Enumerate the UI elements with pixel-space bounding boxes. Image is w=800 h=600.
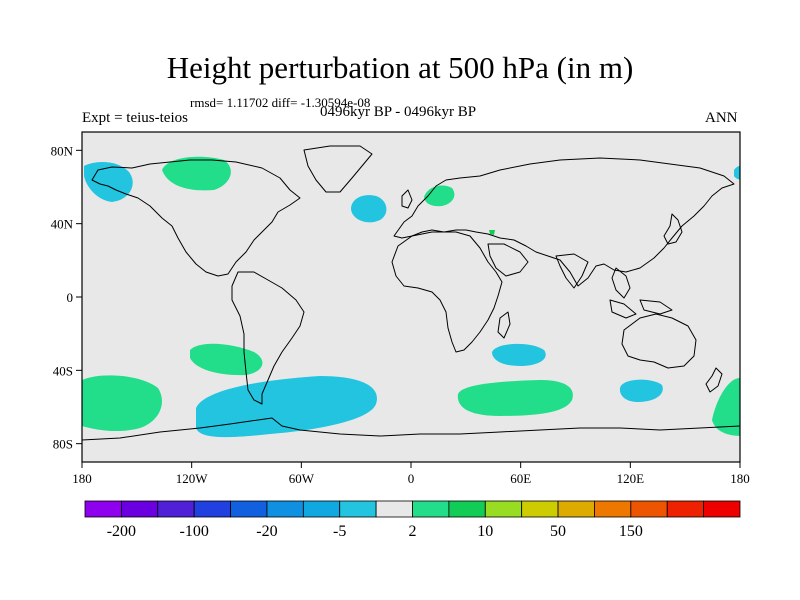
- colorbar-swatch: [484, 500, 523, 518]
- coastline-southeast-asia: [609, 267, 673, 319]
- lat-tick-label: 80S: [53, 437, 73, 452]
- coastline-japan: [663, 213, 683, 245]
- rmsd-diff-stats: rmsd= 1.11702 diff= -1.30594e-08: [190, 95, 371, 110]
- coastline-british-isles: [401, 189, 413, 209]
- colorbar-swatch: [302, 500, 341, 518]
- anomaly-region: [424, 185, 455, 207]
- lon-tick-label: 120E: [617, 471, 645, 486]
- anomaly-region: [196, 376, 377, 438]
- coastline-arabia: [487, 243, 529, 277]
- lon-tick-label: 180: [72, 471, 92, 486]
- coastline-greenland: [303, 145, 373, 193]
- colorbar-swatch: [266, 500, 304, 518]
- coastline-eurasia: [393, 157, 735, 287]
- experiment-label: Expt = teius-teios: [82, 110, 188, 126]
- colorbar-swatch: [703, 500, 741, 518]
- anomaly-region: [712, 378, 740, 436]
- anomaly-region: [492, 343, 546, 366]
- colorbar-swatch: [339, 500, 377, 518]
- colorbar-label: 10: [477, 523, 493, 540]
- coastline-australia: [621, 313, 697, 369]
- anomaly-region: [82, 375, 162, 432]
- season-label: ANN: [705, 110, 738, 126]
- period-label: 0496kyr BP - 0496kyr BP: [320, 104, 477, 120]
- anomaly-region: [457, 380, 573, 416]
- anomaly-region: [734, 165, 740, 180]
- colorbar-swatch: [448, 500, 486, 518]
- colorbar-label: 150: [619, 523, 643, 540]
- coastline-antarctica: [82, 417, 740, 441]
- coastline-north-america: [91, 159, 301, 277]
- colorbar-label: 50: [550, 523, 566, 540]
- coastline-south-america: [231, 271, 305, 405]
- lat-tick-label: 0: [67, 290, 74, 305]
- map-title: Height perturbation at 500 hPa (in m): [166, 50, 634, 85]
- colorbar-label: -5: [333, 523, 346, 540]
- lat-tick-label: 40N: [51, 217, 74, 232]
- colorbar-swatch: [375, 500, 413, 518]
- colorbar-swatch: [84, 500, 122, 518]
- latitude-axis: 80N 40N 0 40S 80S: [51, 143, 82, 452]
- anomaly-region: [489, 230, 495, 235]
- longitude-axis: 180 120W 60W 0 60E 120E 180: [72, 462, 750, 486]
- coastline-madagascar: [497, 311, 511, 339]
- lat-tick-label: 40S: [53, 363, 73, 378]
- lat-tick-label: 80N: [51, 143, 74, 158]
- colorbar-swatch: [521, 500, 559, 518]
- lon-tick-label: 0: [408, 471, 415, 486]
- colorbar-label: -100: [180, 523, 209, 540]
- colorbar-swatch: [594, 500, 632, 518]
- colorbar-swatch: [412, 500, 450, 518]
- lon-tick-label: 120W: [176, 471, 209, 486]
- coastline-india: [555, 253, 589, 289]
- colorbar-swatch: [630, 500, 668, 518]
- lon-tick-label: 60W: [289, 471, 315, 486]
- colorbar-swatch: [666, 500, 705, 518]
- coastline-new-zealand: [705, 367, 723, 393]
- coastlines: [82, 145, 740, 441]
- lon-tick-label: 60E: [510, 471, 531, 486]
- colorbar: -200 -100 -20 -5 2 10 50 150: [84, 500, 741, 540]
- colorbar-swatch: [193, 500, 231, 518]
- anomaly-contours: [82, 156, 740, 438]
- coastline-africa: [391, 231, 503, 353]
- colorbar-swatch: [120, 500, 159, 518]
- anomaly-region: [619, 379, 663, 402]
- lon-tick-label: 180: [730, 471, 750, 486]
- colorbar-label: -20: [256, 523, 277, 540]
- colorbar-label: -200: [107, 523, 136, 540]
- anomaly-region: [351, 195, 387, 223]
- anomaly-region: [162, 156, 231, 191]
- colorbar-label: 2: [409, 523, 417, 540]
- colorbar-swatch: [157, 500, 195, 518]
- colorbar-swatch: [557, 500, 595, 518]
- colorbar-swatch: [230, 500, 268, 518]
